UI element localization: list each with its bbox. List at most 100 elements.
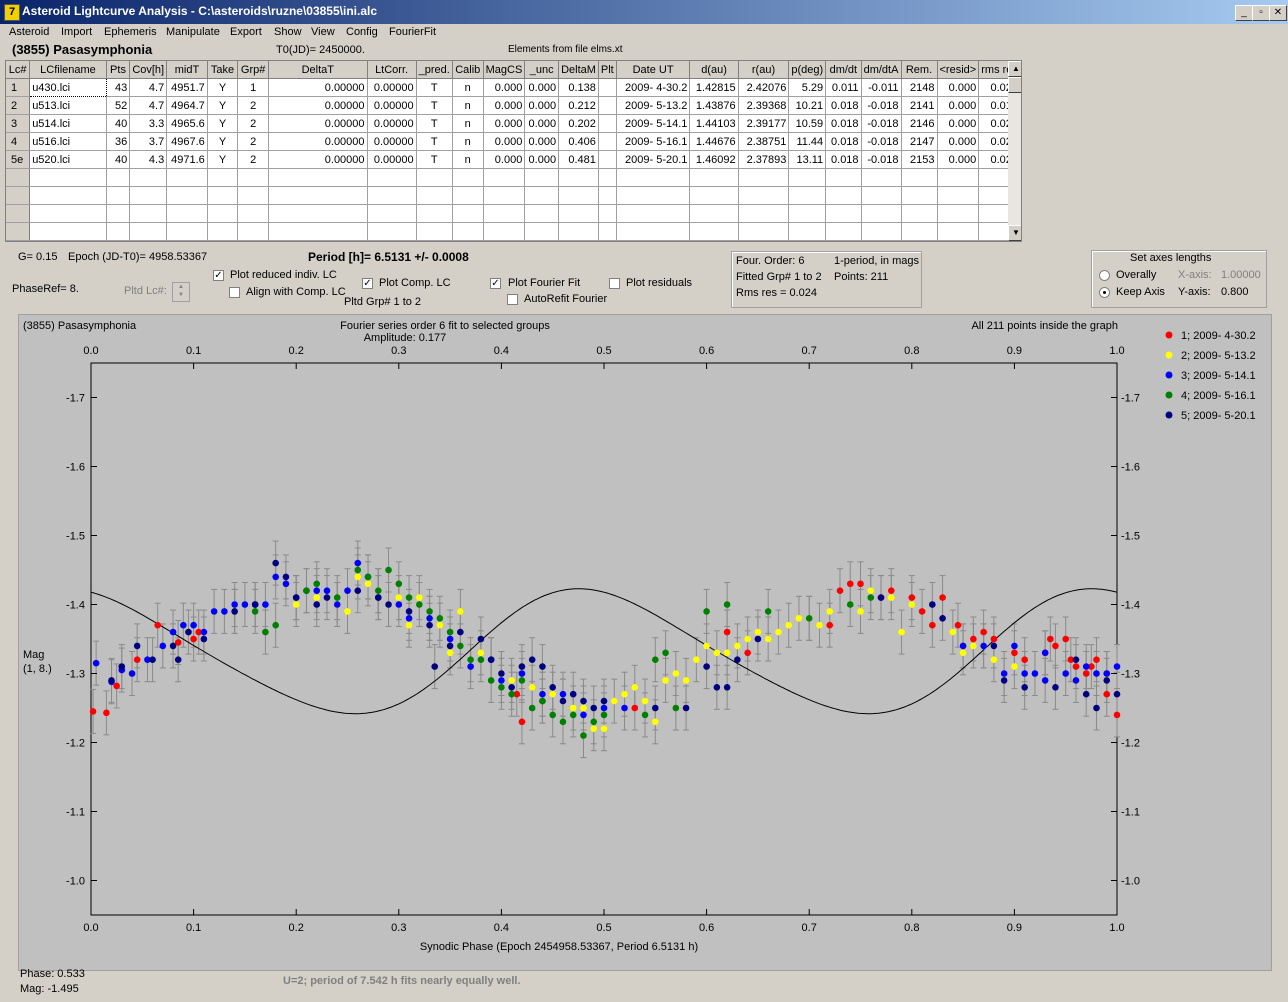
column-header[interactable]: Pts	[106, 61, 131, 79]
menu-manipulate[interactable]: Manipulate	[166, 26, 220, 38]
menu-view[interactable]: View	[311, 26, 335, 38]
table-cell[interactable]: 0.000	[483, 114, 526, 133]
table-cell[interactable]	[825, 222, 862, 241]
table-cell[interactable]	[452, 204, 484, 223]
table-cell[interactable]	[106, 168, 131, 187]
table-cell[interactable]: -0.018	[861, 114, 902, 133]
table-cell[interactable]: 1.44103	[689, 114, 739, 133]
table-cell[interactable]: 13.11	[788, 150, 827, 169]
table-cell[interactable]	[524, 168, 560, 187]
overally-radio[interactable]	[1099, 270, 1110, 281]
row-header-cell[interactable]	[6, 186, 31, 205]
table-cell[interactable]: 0.000	[937, 114, 980, 133]
table-cell[interactable]: 4.3	[129, 150, 168, 169]
table-cell[interactable]: 0.481	[558, 150, 599, 169]
row-header-cell[interactable]	[6, 168, 31, 187]
table-cell[interactable]	[616, 204, 691, 223]
table-cell[interactable]: 1.43876	[689, 96, 739, 115]
scroll-down-icon[interactable]: ▼	[1008, 225, 1021, 241]
table-scrollbar[interactable]: ▲ ▼	[1008, 61, 1021, 241]
table-cell[interactable]: 0.018	[825, 114, 862, 133]
table-cell[interactable]: 2.39368	[738, 96, 790, 115]
table-cell[interactable]	[689, 222, 739, 241]
table-cell[interactable]: -0.018	[861, 150, 902, 169]
table-cell[interactable]: -0.018	[861, 132, 902, 151]
column-header[interactable]: dm/dt	[825, 61, 862, 79]
table-cell[interactable]	[166, 204, 208, 223]
table-cell[interactable]: 10.59	[788, 114, 827, 133]
table-cell[interactable]: u513.lci	[29, 96, 107, 115]
autorefit-checkbox[interactable]	[507, 294, 518, 305]
column-header[interactable]: MagCS	[483, 61, 526, 79]
table-cell[interactable]: 0.000	[483, 78, 526, 97]
column-header[interactable]: <resid>	[937, 61, 980, 79]
table-cell[interactable]	[825, 204, 862, 223]
table-cell[interactable]	[788, 222, 827, 241]
table-cell[interactable]: 0.000	[937, 78, 980, 97]
table-cell[interactable]	[367, 186, 417, 205]
table-cell[interactable]	[558, 168, 599, 187]
table-cell[interactable]: 3.3	[129, 114, 168, 133]
table-cell[interactable]: 0.00000	[367, 96, 417, 115]
column-header[interactable]: Date UT	[616, 61, 691, 79]
table-cell[interactable]	[207, 186, 239, 205]
close-button[interactable]: ✕	[1269, 5, 1287, 21]
row-header-cell[interactable]: 2	[6, 96, 31, 115]
table-cell[interactable]	[416, 186, 453, 205]
table-cell[interactable]	[901, 204, 938, 223]
table-cell[interactable]: T	[416, 78, 453, 97]
minimize-button[interactable]: _	[1235, 5, 1253, 21]
table-cell[interactable]: 0.00000	[367, 150, 417, 169]
table-cell[interactable]: 0.018	[825, 150, 862, 169]
table-cell[interactable]	[616, 168, 691, 187]
table-cell[interactable]	[416, 204, 453, 223]
table-cell[interactable]	[825, 168, 862, 187]
table-cell[interactable]	[106, 222, 131, 241]
column-header[interactable]: Plt	[598, 61, 617, 79]
table-cell[interactable]	[901, 222, 938, 241]
table-cell[interactable]: 5.29	[788, 78, 827, 97]
table-cell[interactable]: 0.000	[524, 150, 560, 169]
table-row-empty[interactable]	[6, 204, 1021, 223]
table-cell[interactable]: n	[452, 132, 484, 151]
table-cell[interactable]: 2148	[901, 78, 938, 97]
table-cell[interactable]: 2009- 5-14.1	[616, 114, 691, 133]
table-cell[interactable]	[788, 186, 827, 205]
table-row-empty[interactable]	[6, 222, 1021, 241]
table-cell[interactable]: 1.42815	[689, 78, 739, 97]
table-cell[interactable]: 0.011	[825, 78, 862, 97]
table-cell[interactable]	[598, 204, 617, 223]
table-cell[interactable]: 0.000	[483, 132, 526, 151]
table-cell[interactable]	[268, 204, 368, 223]
table-cell[interactable]: 0.000	[483, 150, 526, 169]
table-cell[interactable]	[237, 204, 269, 223]
table-cell[interactable]	[268, 168, 368, 187]
table-cell[interactable]	[937, 186, 980, 205]
table-cell[interactable]: 11.44	[788, 132, 827, 151]
table-cell[interactable]: 4967.6	[166, 132, 208, 151]
table-cell[interactable]	[558, 222, 599, 241]
table-cell[interactable]	[129, 186, 168, 205]
column-header[interactable]: LCfilename	[29, 61, 107, 79]
table-cell[interactable]	[207, 204, 239, 223]
column-header[interactable]: Cov[h]	[129, 61, 168, 79]
row-header-cell[interactable]: 5e	[6, 150, 31, 169]
table-cell[interactable]: 0.406	[558, 132, 599, 151]
table-cell[interactable]: 0.00000	[268, 78, 368, 97]
column-header[interactable]: LtCorr.	[367, 61, 417, 79]
table-cell[interactable]: 43	[106, 78, 131, 97]
table-cell[interactable]: 36	[106, 132, 131, 151]
table-cell[interactable]: 0.00000	[268, 132, 368, 151]
table-cell[interactable]: 1.44676	[689, 132, 739, 151]
row-header-cell[interactable]: 1	[6, 78, 31, 97]
table-cell[interactable]	[29, 204, 107, 223]
scroll-thumb[interactable]	[1008, 77, 1021, 93]
table-cell[interactable]: 4965.6	[166, 114, 208, 133]
table-cell[interactable]: 40	[106, 150, 131, 169]
column-header[interactable]: Grp#	[237, 61, 269, 79]
table-cell[interactable]: 0.018	[825, 132, 862, 151]
table-cell[interactable]: 0.000	[524, 96, 560, 115]
column-header[interactable]: Rem.	[901, 61, 938, 79]
